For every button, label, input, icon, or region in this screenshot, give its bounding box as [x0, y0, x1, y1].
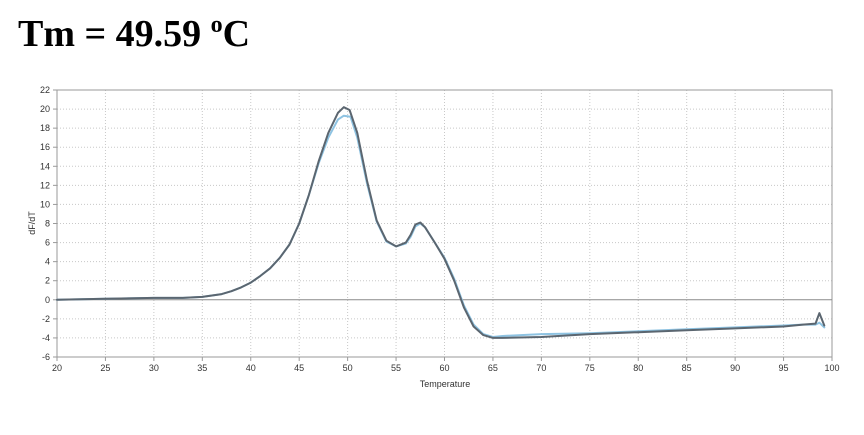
y-tick-label: -2 — [42, 314, 50, 324]
degree-superscript: o — [210, 12, 223, 38]
page-title: Tm = 49.59 oC — [18, 12, 250, 56]
x-tick-label: 50 — [343, 363, 353, 373]
y-tick-label: 6 — [45, 238, 50, 248]
y-tick-label: 18 — [40, 123, 50, 133]
x-tick-label: 60 — [439, 363, 449, 373]
x-tick-label: 75 — [585, 363, 595, 373]
tick-labels: 20 25 30 35 40 45 50 55 60 65 70 75 80 85 90 95 100-6-4-… — [40, 85, 840, 373]
y-tick-label: -6 — [42, 352, 50, 362]
x-tick-label: 80 — [633, 363, 643, 373]
x-tick-label: 20 — [52, 363, 62, 373]
y-tick-label: 8 — [45, 219, 50, 229]
x-tick-label: 30 — [149, 363, 159, 373]
y-tick-label: 16 — [40, 142, 50, 152]
x-tick-label: 55 — [391, 363, 401, 373]
y-tick-label: 20 — [40, 104, 50, 114]
y-axis-label: dF/dT — [27, 211, 37, 235]
y-tick-label: 22 — [40, 85, 50, 95]
title-prefix: Tm = 49.59 — [18, 13, 211, 55]
x-axis-label: Temperature — [420, 379, 471, 389]
x-tick-label: 25 — [100, 363, 110, 373]
series-line-2 — [56, 114, 826, 338]
y-tick-label: 12 — [40, 180, 50, 190]
grid-lines — [57, 90, 832, 357]
data-series — [56, 106, 826, 339]
x-tick-label: 100 — [824, 363, 839, 373]
y-tick-label: 0 — [45, 295, 50, 305]
y-tick-label: 4 — [45, 257, 50, 267]
x-tick-label: 70 — [536, 363, 546, 373]
series-line-1 — [56, 106, 826, 339]
x-tick-label: 90 — [730, 363, 740, 373]
y-tick-label: 2 — [45, 276, 50, 286]
y-tick-label: 10 — [40, 199, 50, 209]
axes — [53, 89, 833, 361]
x-tick-label: 40 — [246, 363, 256, 373]
title-unit: C — [222, 13, 251, 55]
x-tick-label: 85 — [682, 363, 692, 373]
x-tick-label: 35 — [197, 363, 207, 373]
x-tick-label: 65 — [488, 363, 498, 373]
x-tick-label: 45 — [294, 363, 304, 373]
y-tick-label: 14 — [40, 161, 50, 171]
y-tick-label: -4 — [42, 333, 50, 343]
x-tick-label: 95 — [779, 363, 789, 373]
